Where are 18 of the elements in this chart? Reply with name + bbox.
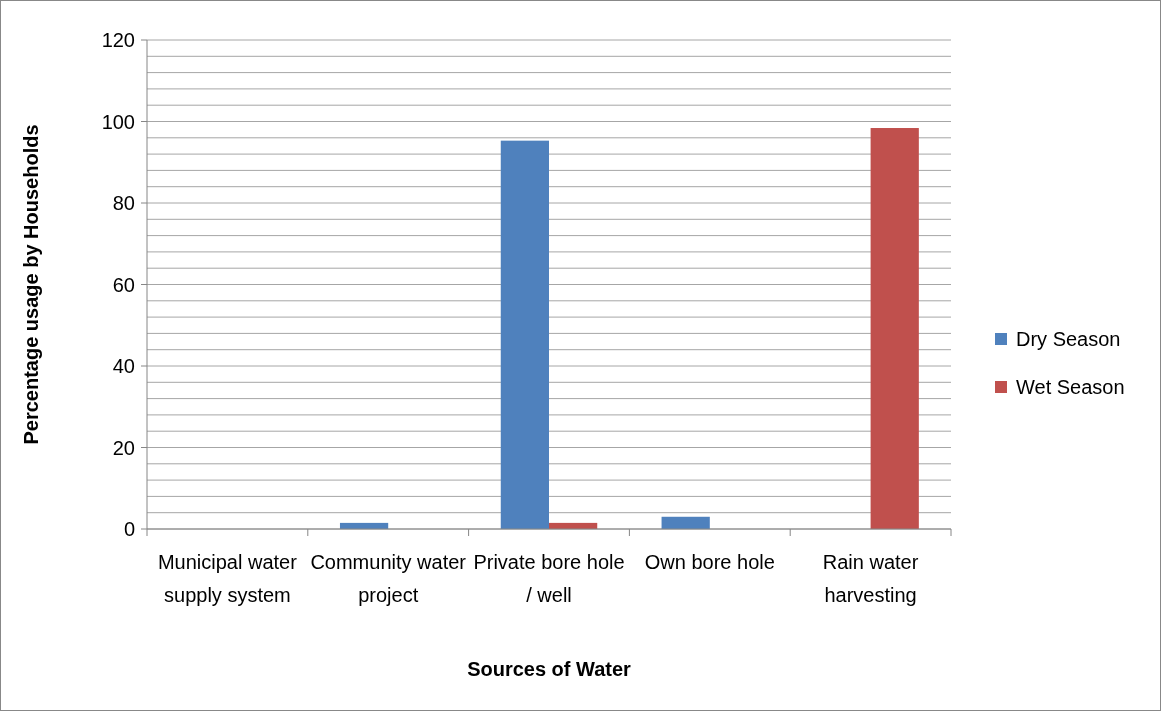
y-tick-label: 100 <box>101 110 135 133</box>
x-tick-label: Own bore hole <box>644 551 775 573</box>
y-tick-label: 60 <box>112 273 135 296</box>
y-tick-label: 0 <box>123 518 135 540</box>
x-tick-label: Rain water harvesting <box>822 551 919 606</box>
y-tick-label: 40 <box>112 355 135 377</box>
legend-label: Dry Season <box>1016 328 1121 350</box>
legend-label: Wet Season <box>1016 376 1125 398</box>
y-axis-title: Percentage usage by Households <box>20 124 42 445</box>
x-axis-title: Sources of Water <box>467 658 632 680</box>
y-tick-label: 20 <box>112 436 135 459</box>
x-tick-label: Community water project <box>310 551 467 606</box>
x-tick-label: Private bore hole / well <box>473 551 625 606</box>
bar <box>500 140 549 529</box>
x-tick-label: Municipal water supply system <box>157 551 298 606</box>
y-tick-label: 80 <box>112 192 135 214</box>
bar <box>870 128 919 529</box>
y-tick-label: 120 <box>101 29 135 51</box>
